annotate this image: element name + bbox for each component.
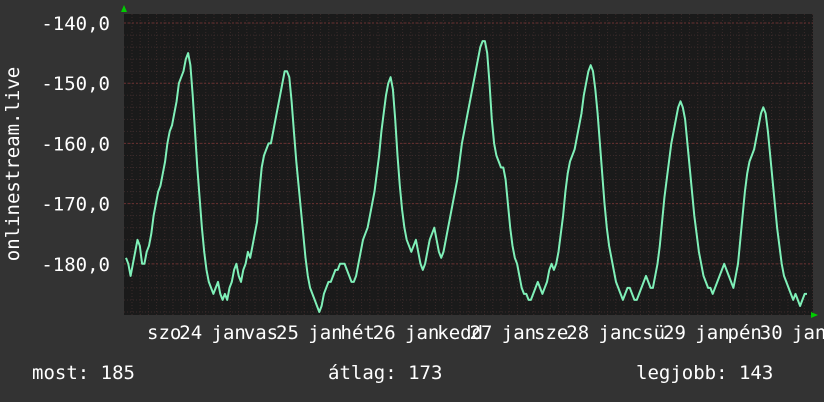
x-tick-label: 30 — [760, 322, 783, 344]
x-tick-label: jan — [308, 322, 342, 344]
x-tick-label: sze — [534, 322, 568, 344]
y-tick-label: -150,0 — [41, 73, 110, 95]
x-tick-label: jan — [405, 322, 439, 344]
y-tick-label: -140,0 — [41, 13, 110, 35]
x-tick-label: 28 — [566, 322, 589, 344]
y-axis-arrow-icon — [121, 5, 127, 12]
y-tick-label: -180,0 — [41, 254, 110, 276]
x-tick-label: kedd — [437, 322, 483, 344]
stat-current: most: 185 — [32, 362, 135, 384]
x-tick-label: jan — [599, 322, 633, 344]
x-tick-label: szo — [147, 322, 181, 344]
y-axis-ticks: -140,0 -150,0 -160,0 -170,0 -180,0 — [41, 13, 110, 276]
x-tick-label: jan — [502, 322, 536, 344]
y-tick-label: -160,0 — [41, 133, 110, 155]
x-tick-label: pén — [728, 322, 762, 344]
y-tick-label: -170,0 — [41, 194, 110, 216]
x-tick-label: jan — [695, 322, 729, 344]
stat-average: átlag: 173 — [328, 362, 443, 384]
x-tick-label: csü — [631, 322, 665, 344]
x-tick-label: 27 — [470, 322, 493, 344]
x-axis-arrow-icon — [811, 312, 818, 318]
x-tick-label: 29 — [663, 322, 686, 344]
x-tick-label: 25 — [276, 322, 299, 344]
x-tick-label: vas — [244, 322, 278, 344]
series-line — [125, 40, 807, 313]
x-tick-label: 26 — [373, 322, 396, 344]
x-tick-label: 24 — [179, 322, 202, 344]
x-tick-label: hét — [341, 322, 375, 344]
x-tick-label: jan — [212, 322, 246, 344]
y-axis-label: onlinestream.live — [2, 67, 24, 261]
grid-major — [124, 22, 813, 265]
grid-minor — [124, 14, 814, 315]
x-tick-label: jan — [792, 322, 824, 344]
stat-best: legjobb: 143 — [636, 362, 774, 384]
